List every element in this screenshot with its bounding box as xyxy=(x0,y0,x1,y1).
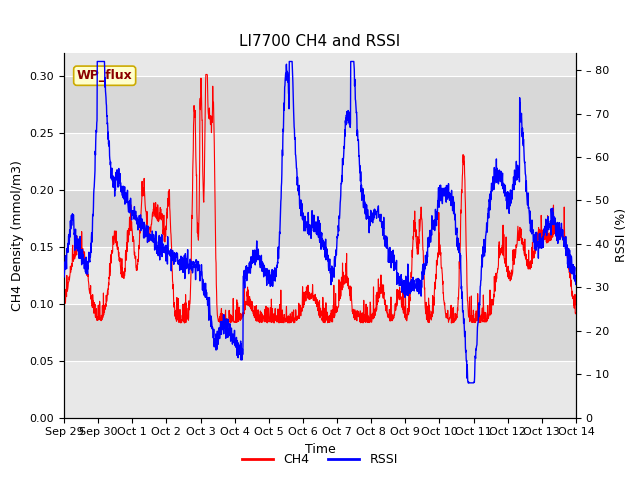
Bar xyxy=(64,360,576,418)
X-axis label: Time: Time xyxy=(305,443,335,456)
Title: LI7700 CH4 and RSSI: LI7700 CH4 and RSSI xyxy=(239,34,401,49)
Y-axis label: CH4 Density (mmol/m3): CH4 Density (mmol/m3) xyxy=(11,160,24,311)
Bar xyxy=(64,132,576,190)
Bar xyxy=(64,53,576,76)
Text: WP_flux: WP_flux xyxy=(77,69,132,82)
Bar xyxy=(64,304,576,360)
Bar xyxy=(64,76,576,132)
Legend: CH4, RSSI: CH4, RSSI xyxy=(237,448,403,471)
Y-axis label: RSSI (%): RSSI (%) xyxy=(614,208,628,262)
Bar xyxy=(64,190,576,247)
Bar xyxy=(64,247,576,304)
